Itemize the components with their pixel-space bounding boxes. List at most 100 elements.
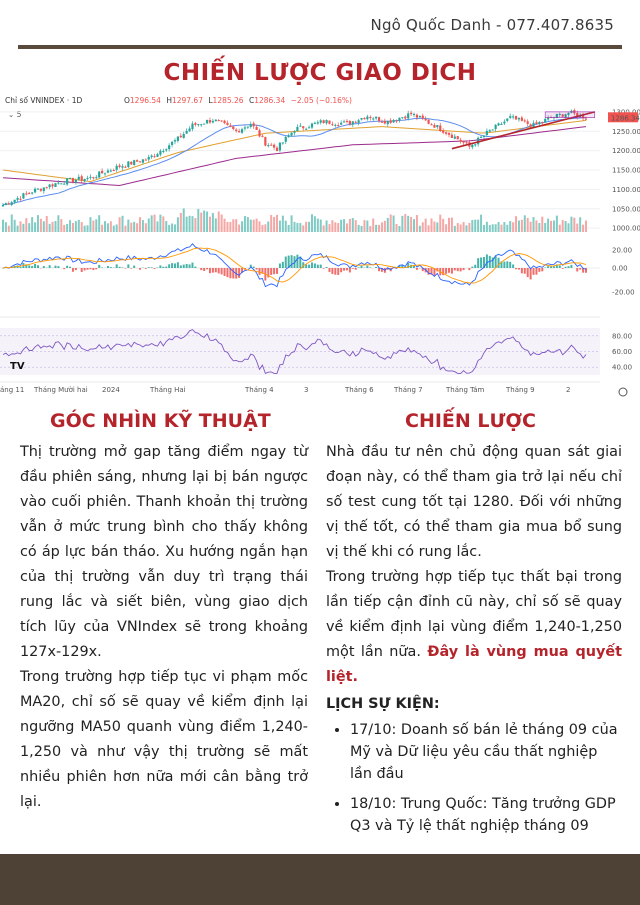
macd-histogram-bar: [515, 268, 518, 270]
candle: [106, 170, 110, 173]
settings-icon[interactable]: [618, 387, 628, 397]
time-tick: Tháng 6: [344, 386, 374, 394]
volume-bar: [564, 220, 567, 232]
candle: [503, 121, 506, 124]
macd-histogram-bar: [48, 265, 51, 268]
candle: [567, 112, 570, 115]
candle: [101, 170, 104, 174]
volume-bar: [401, 215, 404, 232]
strategy-paragraph-2-text: Trong trường hợp tiếp tục thất bại trong…: [326, 569, 622, 660]
candle: [375, 116, 378, 119]
candle: [433, 124, 436, 128]
volume-bar: [16, 225, 19, 232]
volume-bar: [529, 221, 532, 232]
time-tick: 2: [566, 386, 570, 394]
macd-histogram-bar: [462, 268, 465, 271]
volume-bar: [427, 225, 430, 232]
macd-histogram-bar: [293, 256, 296, 268]
macd-histogram-bar: [296, 254, 299, 268]
candle: [16, 198, 19, 200]
time-tick: áng 11: [0, 386, 24, 394]
volume-bar: [156, 221, 159, 232]
candle: [33, 188, 37, 193]
macd-histogram-bar: [185, 263, 188, 268]
macd-histogram-bar: [284, 256, 287, 268]
volume-bar: [523, 215, 526, 232]
volume-bar: [430, 218, 433, 232]
macd-histogram-bar: [106, 266, 109, 268]
volume-bar: [10, 214, 13, 232]
volume-bar: [351, 218, 354, 232]
candle: [514, 116, 518, 120]
macd-histogram-bar: [407, 262, 410, 268]
candle: [506, 118, 509, 121]
candle: [357, 120, 360, 123]
volume-bar: [378, 224, 381, 232]
volume-bar: [567, 223, 570, 232]
macd-histogram-bar: [491, 257, 494, 268]
candle: [334, 124, 337, 126]
candle: [267, 145, 270, 147]
candle: [138, 161, 142, 163]
macd-histogram-bar: [386, 268, 389, 270]
volume-bar: [95, 219, 98, 232]
candle: [211, 120, 214, 123]
macd-histogram-bar: [74, 268, 77, 271]
macd-histogram-bar: [2, 268, 4, 269]
candle: [564, 114, 567, 118]
macd-histogram-bar: [343, 268, 346, 271]
volume-bar: [124, 225, 127, 232]
volume-bar: [264, 224, 267, 232]
candle: [118, 165, 121, 167]
volume-bar: [206, 211, 209, 232]
candle: [223, 120, 226, 124]
macd-histogram-bar: [488, 255, 491, 268]
price-tick: 1150.00: [612, 167, 640, 175]
volume-bar: [299, 223, 302, 232]
volume-bar: [7, 225, 10, 232]
macd-histogram-bar: [63, 268, 66, 270]
candle: [255, 126, 258, 130]
candle: [395, 120, 398, 122]
macd-histogram-bar: [570, 264, 573, 268]
macd-histogram-bar: [42, 266, 45, 268]
high-label: H: [166, 96, 172, 105]
indicator-toggle[interactable]: ⌄ 5: [8, 110, 22, 119]
volume-bar: [194, 218, 197, 232]
volume-bar: [162, 216, 165, 232]
macd-histogram-bar: [567, 266, 570, 268]
macd-histogram-bar: [109, 267, 112, 268]
time-tick: Tháng 7: [393, 386, 423, 394]
volume-bar: [494, 224, 497, 232]
macd-histogram-bar: [217, 268, 220, 274]
page-title: CHIẾN LƯỢC GIAO DỊCH: [163, 60, 477, 86]
volume-bar: [98, 215, 101, 232]
macd-histogram-bar: [203, 268, 206, 271]
candle: [133, 160, 136, 165]
volume-bar: [48, 223, 51, 232]
macd-histogram-bar: [188, 264, 191, 268]
macd-histogram-bar: [162, 266, 165, 268]
macd-histogram-bar: [232, 268, 235, 279]
candle: [535, 122, 538, 124]
macd-histogram-bar: [308, 264, 311, 268]
macd-histogram-bar: [351, 268, 354, 269]
volume-bar: [115, 224, 118, 232]
volume-bar: [267, 221, 270, 232]
volume-bar: [526, 217, 529, 232]
candle: [92, 177, 95, 179]
volume-bar: [284, 220, 287, 232]
candle: [479, 136, 483, 138]
volume-bar: [77, 219, 80, 232]
macd-histogram-bar: [147, 267, 150, 268]
macd-histogram-bar: [71, 268, 74, 272]
candle: [369, 117, 372, 119]
volume-bar: [57, 215, 60, 232]
volume-bar: [509, 221, 512, 232]
volume-bar: [389, 214, 392, 232]
volume-bar: [92, 220, 95, 232]
macd-histogram-bar: [139, 268, 142, 270]
candle: [48, 184, 51, 188]
macd-histogram-bar: [200, 268, 203, 271]
macd-histogram-bar: [357, 267, 360, 268]
